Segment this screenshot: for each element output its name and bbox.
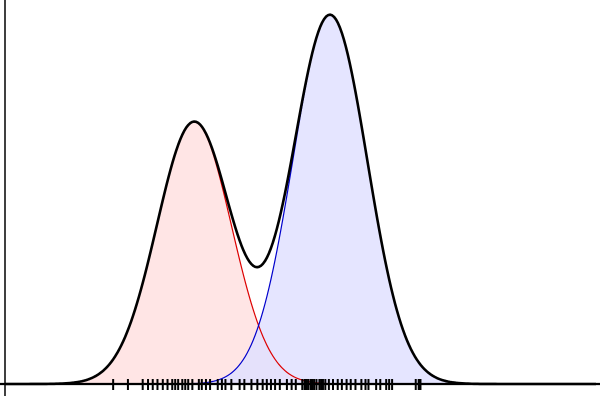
component-1-fill	[5, 122, 596, 384]
component-2-fill	[5, 15, 596, 384]
component-fills	[5, 15, 596, 384]
rug-ticks	[112, 379, 422, 390]
